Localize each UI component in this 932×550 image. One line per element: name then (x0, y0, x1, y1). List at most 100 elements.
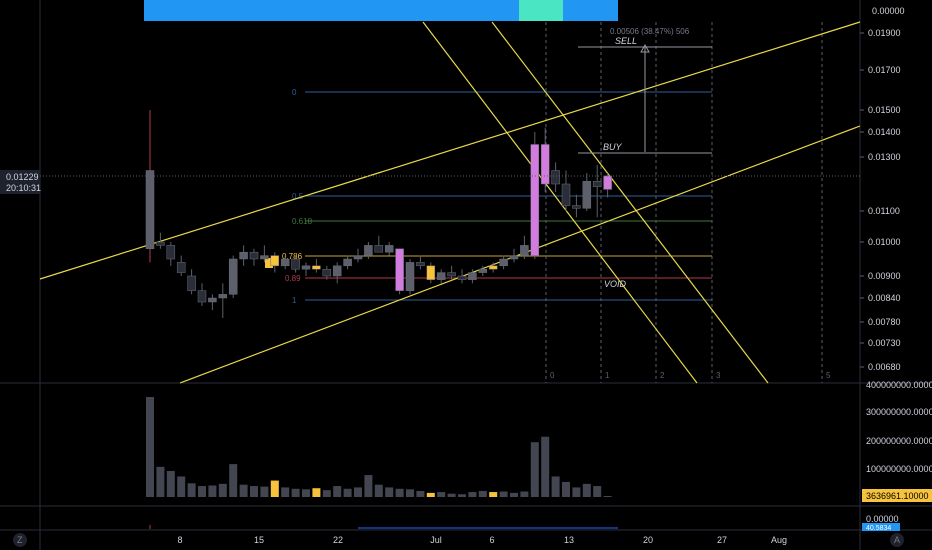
volume-bar[interactable] (374, 484, 383, 497)
volume-bar[interactable] (250, 486, 258, 497)
volume-bar[interactable] (146, 397, 154, 497)
candle-body[interactable] (197, 290, 207, 303)
volume-bar[interactable] (520, 491, 529, 497)
candle-body[interactable] (488, 265, 498, 270)
candle-body[interactable] (353, 255, 363, 260)
volume-bar[interactable] (447, 493, 456, 497)
candle-body[interactable] (364, 245, 373, 256)
candle-body[interactable] (561, 183, 571, 206)
volume-bar[interactable] (302, 489, 310, 497)
volume-bar[interactable] (156, 466, 165, 497)
volume-bar[interactable] (562, 481, 570, 497)
candle-body[interactable] (478, 268, 488, 273)
candle-body[interactable] (218, 294, 228, 299)
volume-bar[interactable] (333, 486, 342, 497)
volume-axis[interactable]: 400000000.00000 300000000.00000 200000000.… (866, 380, 932, 474)
volume-bar[interactable] (499, 491, 508, 497)
candle-body[interactable] (208, 297, 217, 303)
candle-body[interactable] (156, 241, 165, 246)
volume-bar[interactable] (510, 492, 518, 497)
time-axis[interactable]: 8 15 22 Jul 6 13 20 27 Aug (177, 535, 787, 545)
candle-body[interactable] (509, 255, 519, 260)
volume-bar[interactable] (229, 464, 238, 497)
volume-bar[interactable] (218, 483, 227, 497)
volume-bar[interactable] (343, 488, 352, 497)
candlestick-series[interactable] (145, 110, 612, 318)
candle-body[interactable] (343, 258, 352, 267)
candle-body[interactable] (426, 265, 436, 280)
candle-body[interactable] (447, 272, 456, 277)
volume-bar[interactable] (291, 488, 300, 497)
candle-body[interactable] (384, 245, 394, 253)
candle-body[interactable] (374, 245, 384, 253)
channel-lower-line[interactable] (179, 125, 861, 384)
volume-bar[interactable] (270, 480, 279, 497)
candle-body[interactable] (603, 175, 612, 190)
candle-body[interactable] (239, 251, 248, 260)
indicator-pane[interactable] (149, 525, 618, 529)
descending-line-1[interactable] (422, 21, 698, 384)
auto-scale-icon[interactable]: A (890, 533, 904, 547)
volume-bar[interactable] (166, 470, 175, 497)
volume-bar[interactable] (437, 492, 446, 497)
candle-body[interactable] (530, 144, 540, 256)
candle-body[interactable] (322, 268, 332, 277)
volume-bar[interactable] (312, 488, 321, 497)
candle-body[interactable] (176, 262, 186, 273)
candle-body[interactable] (249, 251, 259, 260)
candle-body[interactable] (187, 275, 196, 291)
volume-bar[interactable] (603, 496, 612, 498)
fib-retracement[interactable]: 0 0.5 0.618 0.786 0.89 1 (265, 88, 712, 305)
volume-bar[interactable] (177, 476, 186, 497)
timezone-icon[interactable]: Z (13, 533, 27, 547)
candle-body[interactable] (395, 248, 404, 291)
candle-body[interactable] (468, 272, 477, 280)
candle-body[interactable] (540, 144, 550, 185)
volume-bar[interactable] (468, 492, 477, 497)
void-marker[interactable]: VOID (604, 279, 627, 289)
channel-upper-line[interactable] (39, 21, 861, 280)
volume-bar[interactable] (416, 490, 425, 497)
volume-series[interactable] (146, 397, 612, 498)
volume-bar[interactable] (489, 492, 498, 497)
candle-body[interactable] (166, 245, 176, 260)
sell-marker[interactable]: SELL (578, 36, 712, 48)
volume-bar[interactable] (426, 492, 435, 497)
volume-bar[interactable] (530, 442, 539, 497)
volume-bar[interactable] (385, 487, 394, 497)
volume-bar[interactable] (364, 475, 373, 497)
candle-body[interactable] (228, 258, 238, 295)
candle-body[interactable] (436, 272, 446, 280)
descending-line-2[interactable] (491, 21, 769, 384)
candle-body[interactable] (270, 255, 280, 267)
candle-body[interactable] (457, 275, 467, 280)
volume-bar[interactable] (395, 488, 404, 497)
volume-bar[interactable] (322, 490, 331, 497)
volume-bar[interactable] (281, 487, 290, 497)
volume-bar[interactable] (208, 485, 217, 497)
volume-bar[interactable] (354, 487, 362, 497)
candle-body[interactable] (291, 258, 300, 270)
price-axis[interactable]: 0.01900 0.01700 0.01500 0.01400 0.01300 0.011… (860, 28, 901, 372)
volume-bar[interactable] (582, 483, 591, 497)
candle-body[interactable] (405, 262, 415, 291)
trendlines[interactable] (39, 21, 861, 384)
candle-body[interactable] (301, 265, 311, 270)
candle-body[interactable] (592, 181, 602, 187)
candle-body[interactable] (551, 170, 560, 185)
candle-body[interactable] (332, 265, 342, 277)
volume-bar[interactable] (187, 483, 196, 497)
volume-bar[interactable] (541, 436, 550, 497)
candle-body[interactable] (260, 255, 269, 260)
candle-body[interactable] (582, 181, 592, 209)
candle-body[interactable] (520, 245, 529, 256)
candle-body[interactable] (312, 265, 321, 270)
volume-bar[interactable] (593, 486, 602, 497)
buy-marker[interactable]: BUY (578, 142, 712, 154)
candle-body[interactable] (499, 258, 508, 267)
candle-body[interactable] (145, 170, 155, 250)
volume-bar[interactable] (458, 494, 466, 497)
volume-bar[interactable] (406, 489, 414, 497)
candle-body[interactable] (416, 262, 425, 267)
